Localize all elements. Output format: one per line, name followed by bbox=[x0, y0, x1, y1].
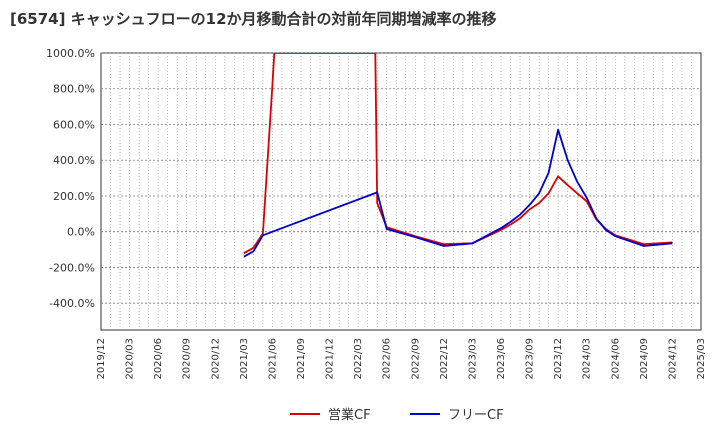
x-tick-label: 2020/06 bbox=[153, 338, 164, 380]
x-tick-label: 2022/12 bbox=[439, 338, 450, 380]
y-tick-label: 400.0% bbox=[53, 154, 95, 167]
legend-label-free-cf: フリーCF bbox=[448, 408, 504, 423]
x-tick-label: 2024/12 bbox=[667, 338, 678, 380]
x-tick-label: 2023/06 bbox=[496, 338, 507, 380]
grid-x bbox=[110, 53, 692, 330]
x-tick-label: 2023/09 bbox=[525, 338, 536, 380]
x-axis-ticks: 2019/12 2020/03 2020/06 2020/09 2020/12 2021/… bbox=[96, 338, 707, 380]
legend-label-operating-cf: 営業CF bbox=[328, 407, 371, 423]
y-tick-label: 800.0% bbox=[53, 83, 95, 96]
x-tick-label: 2020/03 bbox=[125, 338, 136, 380]
y-tick-label: -400.0% bbox=[49, 297, 95, 310]
y-tick-label: 600.0% bbox=[53, 118, 95, 131]
series-line-free-cf bbox=[243, 128, 673, 258]
y-tick-label: -200.0% bbox=[49, 261, 95, 274]
x-tick-label: 2021/03 bbox=[239, 338, 250, 380]
y-axis-ticks: 1000.0% 800.0% 600.0% 400.0% 200.0% 0.0% -200.… bbox=[46, 47, 95, 310]
y-tick-label: 0.0% bbox=[67, 226, 95, 239]
x-tick-label: 2025/03 bbox=[696, 338, 707, 380]
x-tick-label: 2021/09 bbox=[296, 338, 307, 380]
x-tick-label: 2021/12 bbox=[325, 338, 336, 380]
x-tick-label: 2022/09 bbox=[410, 338, 421, 380]
y-tick-label: 200.0% bbox=[53, 190, 95, 203]
x-tick-label: 2022/06 bbox=[382, 338, 393, 380]
x-tick-label: 2024/03 bbox=[582, 338, 593, 380]
grid-y bbox=[101, 52, 701, 304]
y-tick-label: 1000.0% bbox=[46, 47, 95, 60]
x-tick-label: 2019/12 bbox=[96, 338, 107, 380]
x-tick-label: 2022/03 bbox=[353, 338, 364, 380]
x-tick-label: 2024/09 bbox=[639, 338, 650, 380]
x-tick-label: 2024/06 bbox=[610, 338, 621, 380]
x-tick-label: 2021/06 bbox=[267, 338, 278, 380]
chart-title: [6574] キャッシュフローの12か月移動合計の対前年同期増減率の推移 bbox=[10, 10, 497, 28]
series-lines bbox=[243, 53, 673, 258]
x-tick-label: 2020/12 bbox=[210, 338, 221, 380]
x-tick-label: 2020/09 bbox=[182, 338, 193, 380]
plot-area bbox=[100, 52, 702, 331]
x-tick-label: 2023/03 bbox=[467, 338, 478, 380]
legend: 営業CF フリーCF bbox=[290, 407, 504, 423]
x-tick-label: 2023/12 bbox=[553, 338, 564, 380]
